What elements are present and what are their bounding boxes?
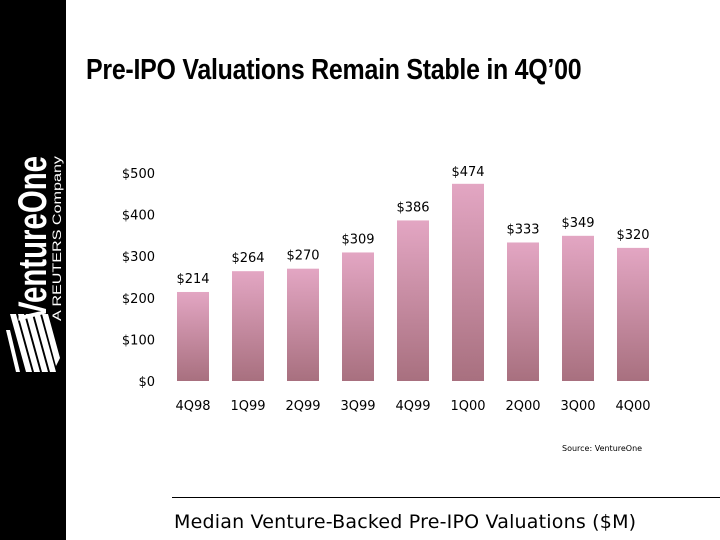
bar-3Q99	[342, 252, 374, 381]
x-tick-label: 1Q00	[450, 399, 485, 414]
x-tick-label: 1Q99	[230, 399, 265, 414]
bar-4Q98	[177, 291, 209, 381]
bar-4Q00	[617, 247, 649, 381]
x-tick-label: 3Q99	[340, 399, 375, 414]
bar-chart: $0 $100 $200 $300 $400 $500 $214 $264 $270 $309 $…	[122, 165, 651, 414]
bar-1Q00	[452, 183, 484, 381]
brand-tagline: A REUTERS Company	[50, 156, 64, 321]
data-label: $333	[506, 222, 539, 237]
x-tick-label: 4Q99	[395, 399, 430, 414]
x-tick-label: 4Q98	[175, 399, 210, 414]
bar-2Q99	[287, 268, 319, 381]
bar-1Q99	[232, 271, 264, 381]
x-tick-label: 2Q99	[285, 399, 320, 414]
x-tick-label: 3Q00	[560, 399, 595, 414]
x-tick-label: 4Q00	[615, 399, 650, 414]
data-label: $386	[396, 200, 429, 215]
bar-3Q00	[562, 235, 594, 381]
y-tick-label: $400	[122, 209, 155, 224]
data-label: $320	[616, 228, 649, 243]
divider	[172, 497, 720, 498]
source-note: Source: VentureOne	[562, 444, 643, 453]
y-tick-label: $500	[122, 167, 155, 182]
data-label: $349	[561, 216, 594, 231]
x-tick-label: 2Q00	[505, 399, 540, 414]
brand-name: VentureOne	[11, 156, 55, 321]
data-label: $270	[286, 249, 319, 264]
data-label: $309	[341, 232, 374, 247]
y-tick-label: $300	[122, 250, 155, 265]
y-tick-label: $200	[122, 292, 155, 307]
y-tick-label: $0	[138, 375, 155, 390]
data-label: $474	[451, 165, 484, 180]
data-label: $264	[231, 251, 264, 266]
data-label: $214	[176, 272, 209, 287]
bar-2Q00	[507, 242, 539, 381]
sidebar	[0, 0, 66, 540]
ventureone-logo: VentureOne A REUTERS Company	[11, 156, 64, 321]
chart-caption: Median Venture-Backed Pre-IPO Valuations…	[174, 511, 637, 533]
y-tick-label: $100	[122, 333, 155, 348]
page-title: Pre-IPO Valuations Remain Stable in 4Q’0…	[86, 54, 582, 86]
bar-4Q99	[397, 220, 429, 381]
ventureone-mark-icon	[6, 314, 60, 372]
